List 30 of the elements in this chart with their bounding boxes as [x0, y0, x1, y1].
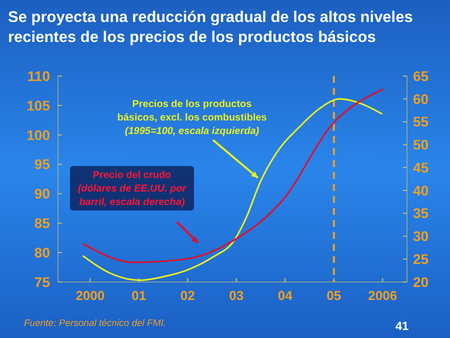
x-tick-label: 04	[278, 288, 294, 303]
y2-tick-label: 65	[413, 68, 429, 84]
y2-tick-label: 60	[413, 90, 429, 107]
y-tick-label: 105	[26, 97, 50, 114]
x-tick-label: 2000	[76, 288, 105, 303]
y2-tick-label: 50	[413, 136, 429, 153]
annotation: Precio del crudo (dólares de EE.UU. por barril, escala derecha)	[78, 170, 188, 208]
y2-tick-label: 30	[413, 228, 429, 244]
y2-tick-label: 40	[413, 182, 429, 198]
y2-tick-label: 20	[413, 274, 429, 290]
annotation: Precios de los productos básicos, excl. los combustibles (1995=100, escala izquierda)	[117, 99, 268, 137]
x-tick-label: 01	[132, 288, 146, 303]
y-tick-label: 90	[34, 186, 50, 202]
y-tick-label: 75	[34, 274, 50, 290]
text: 41	[395, 319, 409, 333]
y-tick-label: 80	[34, 244, 50, 260]
chart-title: Se proyecta una reducción gradual de los altos niveles recientes de los precios de los productos básicos	[8, 9, 413, 46]
y-tick-label: 100	[26, 126, 50, 143]
source-note: Fuente: Personal técnico del FMI.	[24, 318, 166, 329]
y2-tick-label: 35	[413, 205, 429, 222]
y-tick-label: 110	[27, 68, 50, 84]
x-tick-label: 03	[229, 288, 244, 303]
y2-tick-label: 25	[413, 251, 429, 268]
y2-tick-label: 45	[413, 159, 429, 176]
x-tick-label: 05	[326, 288, 342, 303]
x-tick-label: 02	[180, 288, 195, 303]
x-tick-label: 2006	[368, 288, 398, 303]
y-tick-label: 85	[34, 215, 50, 232]
y-tick-label: 95	[34, 156, 50, 172]
y2-tick-label: 55	[413, 114, 429, 130]
